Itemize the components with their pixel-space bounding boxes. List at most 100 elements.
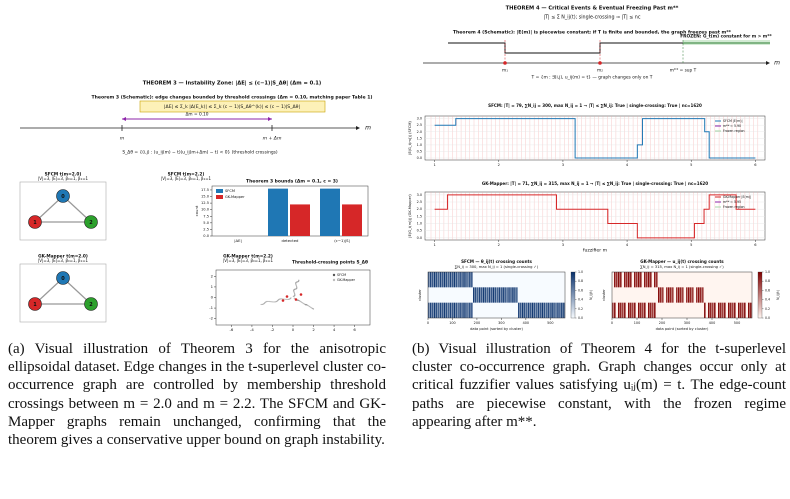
heatmap-cell — [467, 272, 469, 288]
y-tick-label: -2 — [209, 316, 213, 321]
colorbar-label: N_ij(t) — [776, 289, 780, 300]
colorbar-tick-label: 0.6 — [765, 288, 770, 292]
heatmap-cell — [555, 302, 557, 318]
heatmap-cell — [516, 287, 518, 303]
heatmap-cell — [463, 302, 465, 318]
heatmap-cell — [541, 302, 544, 318]
heatmap-cell — [512, 287, 514, 303]
graph-stats: |V|=3, |E|=3, β₀=1, β₁=1 — [38, 176, 89, 181]
heatmap-cell — [482, 287, 485, 303]
plot-area — [424, 115, 766, 161]
scatter-point — [298, 279, 300, 281]
heatmap-cell — [710, 302, 712, 318]
heatmap-cell — [553, 302, 555, 318]
heatmap-cell — [559, 302, 561, 318]
heatmap-cell — [531, 302, 534, 318]
heatmap-cell — [533, 302, 536, 318]
plot-area — [424, 191, 766, 241]
x-tick-label: 200 — [659, 321, 665, 325]
figure-title: THEOREM 4 — Critical Events & Eventual F… — [506, 6, 679, 12]
x-axis-label: data point (sorted by cluster) — [470, 327, 523, 331]
heatmap-cell — [510, 287, 512, 303]
heatmap-cell — [490, 287, 493, 303]
x-tick-label: 6 — [754, 163, 757, 167]
legend-label: SFCM — [225, 189, 235, 193]
y-tick-label: 0.0 — [203, 234, 209, 238]
legend-swatch — [216, 195, 223, 199]
heatmap-cell — [670, 287, 672, 303]
axis-tick-label: m — [120, 137, 125, 142]
heatmap-cell — [732, 302, 734, 318]
y-tick-label: 0.5 — [417, 229, 422, 233]
event-set: T = {m : ∃(i,j), u_ij(m) = t} — graph ch… — [531, 75, 653, 81]
colorbar-tick-label: 0.6 — [578, 288, 583, 292]
heatmap-cell — [708, 302, 710, 318]
x-tick-label: 400 — [523, 321, 529, 325]
heatmap-cell — [620, 302, 622, 318]
node-label: 2 — [89, 302, 93, 308]
event-label: m₁ — [502, 69, 508, 74]
y-tick-label: 3.0 — [417, 193, 422, 197]
heatmap-cell — [461, 272, 463, 288]
heatmap-cell — [428, 272, 430, 288]
heatmap-cell — [506, 287, 508, 303]
scatter-point — [285, 298, 287, 300]
legend-label: GK-Mapper — [225, 195, 245, 199]
heatmap-cell — [748, 302, 750, 318]
heatmap-cell — [662, 287, 664, 303]
heatmap-cell — [638, 272, 640, 288]
heatmap-cell — [443, 272, 446, 288]
scatter-point — [281, 298, 283, 300]
axis-tick-label: m + Δm — [263, 136, 282, 142]
heatmap-cell — [718, 302, 720, 318]
event-dot — [503, 61, 507, 65]
heatmap-cell — [630, 302, 632, 318]
colorbar-tick-label: 0.4 — [578, 298, 583, 302]
interval-label: Δm = 0.10 — [185, 112, 208, 118]
heatmap-cell — [465, 302, 467, 318]
heatmap-cell — [447, 302, 450, 318]
heatmap-cell — [740, 302, 742, 318]
edge-count-path — [448, 42, 683, 54]
y-tick-label: 3.0 — [417, 117, 422, 121]
scatter-point — [272, 301, 275, 303]
graph-title: GK-Mapper t(m=2.0) — [38, 254, 88, 260]
caption-b: (b) Visual illustration of Theorem 4 for… — [412, 341, 786, 430]
heatmap-cell — [508, 287, 510, 303]
heatmap-cell — [730, 302, 732, 318]
x-tick-label: -2 — [271, 327, 275, 332]
y-axis-label: cluster — [418, 289, 422, 301]
heatmap-cell — [654, 272, 656, 288]
heatmap-cell — [632, 302, 634, 318]
bar — [320, 188, 340, 236]
edge-count-line — [434, 118, 756, 159]
x-tick-label: 0 — [427, 321, 429, 325]
y-tick-label: 2.0 — [417, 130, 422, 134]
heatmap-cell — [514, 287, 516, 303]
x-tick-label: 100 — [449, 321, 455, 325]
heatmap-cell — [498, 287, 501, 303]
colorbar-tick-label: 0.2 — [578, 307, 583, 311]
heatmap-cell — [720, 302, 722, 318]
x-tick-label: 500 — [734, 321, 740, 325]
scatter-point — [270, 301, 273, 303]
scatter-point — [284, 298, 286, 300]
node-label: 0 — [61, 276, 65, 282]
heatmap-cell — [700, 287, 702, 303]
x-tick-label: 200 — [474, 321, 480, 325]
caption-a: (a) Visual illustration of Theorem 3 for… — [8, 341, 386, 449]
y-tick-label: 0 — [211, 295, 214, 300]
heatmap-cell — [437, 272, 440, 288]
heatmap-cell — [455, 272, 457, 288]
x-tick-label: 4 — [626, 163, 629, 167]
x-tick-label: 4 — [626, 243, 629, 247]
heatmap-cell — [712, 302, 714, 318]
y-tick-label: 1.0 — [417, 143, 422, 147]
graph-title: SFCM t(m=2.0) — [45, 172, 82, 178]
heatmap-cell — [431, 272, 434, 288]
heatmap-cell — [628, 302, 630, 318]
x-tick-label: 3 — [562, 163, 564, 167]
colorbar-tick-label: 1.0 — [765, 270, 770, 274]
heatmap-subtitle: ∑N_ij = 300, max N_ij = 1 (single-crossi… — [455, 265, 539, 269]
